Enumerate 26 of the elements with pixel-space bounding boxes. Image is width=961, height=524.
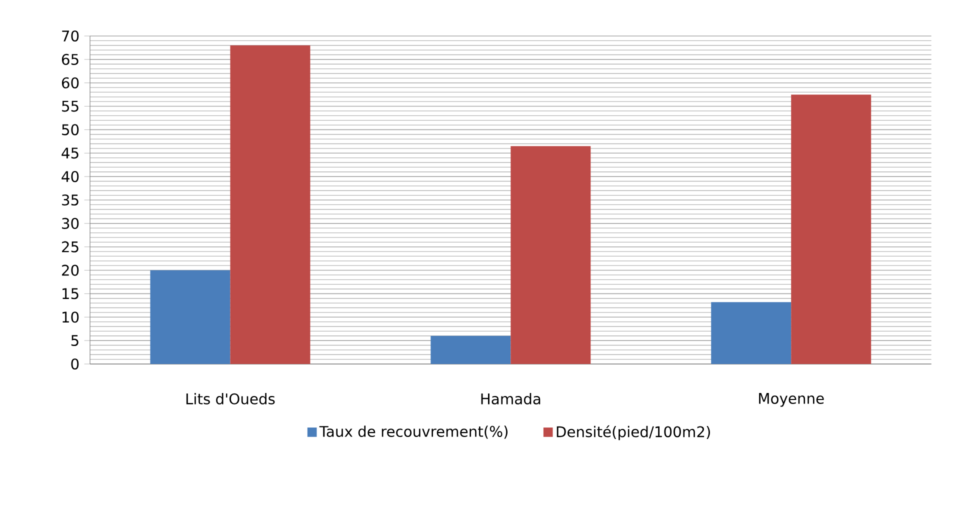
y-tick-label: 10	[62, 312, 79, 323]
legend-label: Densité(pied/100m2)	[556, 425, 710, 440]
bar	[510, 146, 591, 364]
y-tick-label: 5	[71, 335, 78, 346]
y-tick-label: 45	[62, 148, 78, 159]
y-tick-label: 35	[62, 194, 78, 206]
y-tick-label: 60	[62, 77, 79, 88]
x-tick-label: Hamada	[481, 393, 540, 404]
y-tick-label: 15	[62, 288, 78, 300]
y-tick-label: 40	[62, 171, 79, 182]
y-tick-label: 70	[62, 30, 79, 42]
y-tick-label: 30	[62, 218, 79, 229]
y-tick-label: 50	[62, 124, 79, 136]
legend-label: Taux de recouvrement(%)	[319, 426, 508, 439]
bar	[230, 45, 310, 364]
bar	[430, 336, 511, 364]
y-tick-label: 55	[62, 100, 78, 112]
y-tick-label: 20	[62, 264, 79, 276]
x-tick-label: Lits d'Oueds	[186, 393, 275, 404]
bar	[150, 270, 230, 364]
bar	[711, 302, 792, 364]
bar	[791, 94, 872, 364]
y-tick-label: 65	[62, 54, 78, 65]
y-tick-label: 0	[71, 358, 79, 370]
x-tick-label: Moyenne	[759, 393, 824, 407]
y-tick-label: 25	[62, 241, 78, 252]
